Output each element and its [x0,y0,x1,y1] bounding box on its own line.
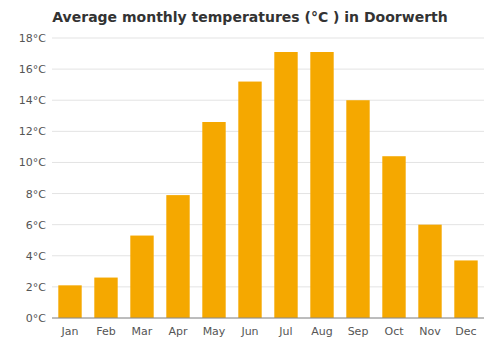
bar [346,100,369,318]
x-tick-label: Oct [384,325,404,338]
bar [382,156,405,318]
y-tick-label: 18°C [19,32,46,45]
chart: Average monthly temperatures (°C ) in Do… [0,0,500,350]
x-axis-line [52,318,484,319]
y-tick-label: 10°C [19,156,46,169]
y-tick-label: 2°C [26,281,46,294]
x-tick-label: Sep [348,325,369,338]
y-axis: 0°C 2°C 4°C 6°C 8°C 10°C 12°C 14°C 16°C 18°C [19,32,46,325]
y-tick-label: 12°C [19,125,46,138]
grid-line [52,162,484,163]
bar [166,195,189,318]
x-tick-label: May [203,325,226,338]
y-tick-label: 4°C [26,250,46,263]
grid-line [52,318,484,319]
bar [94,278,117,318]
x-tick-label: Dec [455,325,476,338]
grid-line [52,100,484,101]
bar [274,52,297,318]
x-tick-label: Nov [419,325,441,338]
bar [454,260,477,318]
bar [130,236,153,318]
x-tick-label: Mar [132,325,153,338]
chart-container: Average monthly temperatures (°C ) in Do… [0,0,500,350]
x-tick-label: Apr [168,325,188,338]
bar [310,52,333,318]
bar [238,82,261,318]
y-tick-label: 14°C [19,94,46,107]
x-axis: Jan Feb Mar Apr May Jun Jul Aug Sep Oct Nov Dec [61,325,477,338]
y-tick-label: 16°C [19,63,46,76]
y-tick-label: 0°C [26,312,46,325]
x-tick-label: Jan [61,325,79,338]
y-tick-label: 8°C [26,188,46,201]
grid-line [52,38,484,39]
x-tick-label: Jun [240,325,258,338]
grid [52,38,484,318]
grid-line [52,69,484,70]
grid-line [52,131,484,132]
x-tick-label: Aug [311,325,332,338]
bar [202,122,225,318]
x-tick-label: Feb [96,325,115,338]
bar [418,225,441,318]
bar [58,285,81,318]
grid-line [52,193,484,194]
y-tick-label: 6°C [26,219,46,232]
x-tick-label: Jul [278,325,292,338]
title: Average monthly temperatures (°C ) in Do… [52,9,447,25]
bars [58,52,477,318]
